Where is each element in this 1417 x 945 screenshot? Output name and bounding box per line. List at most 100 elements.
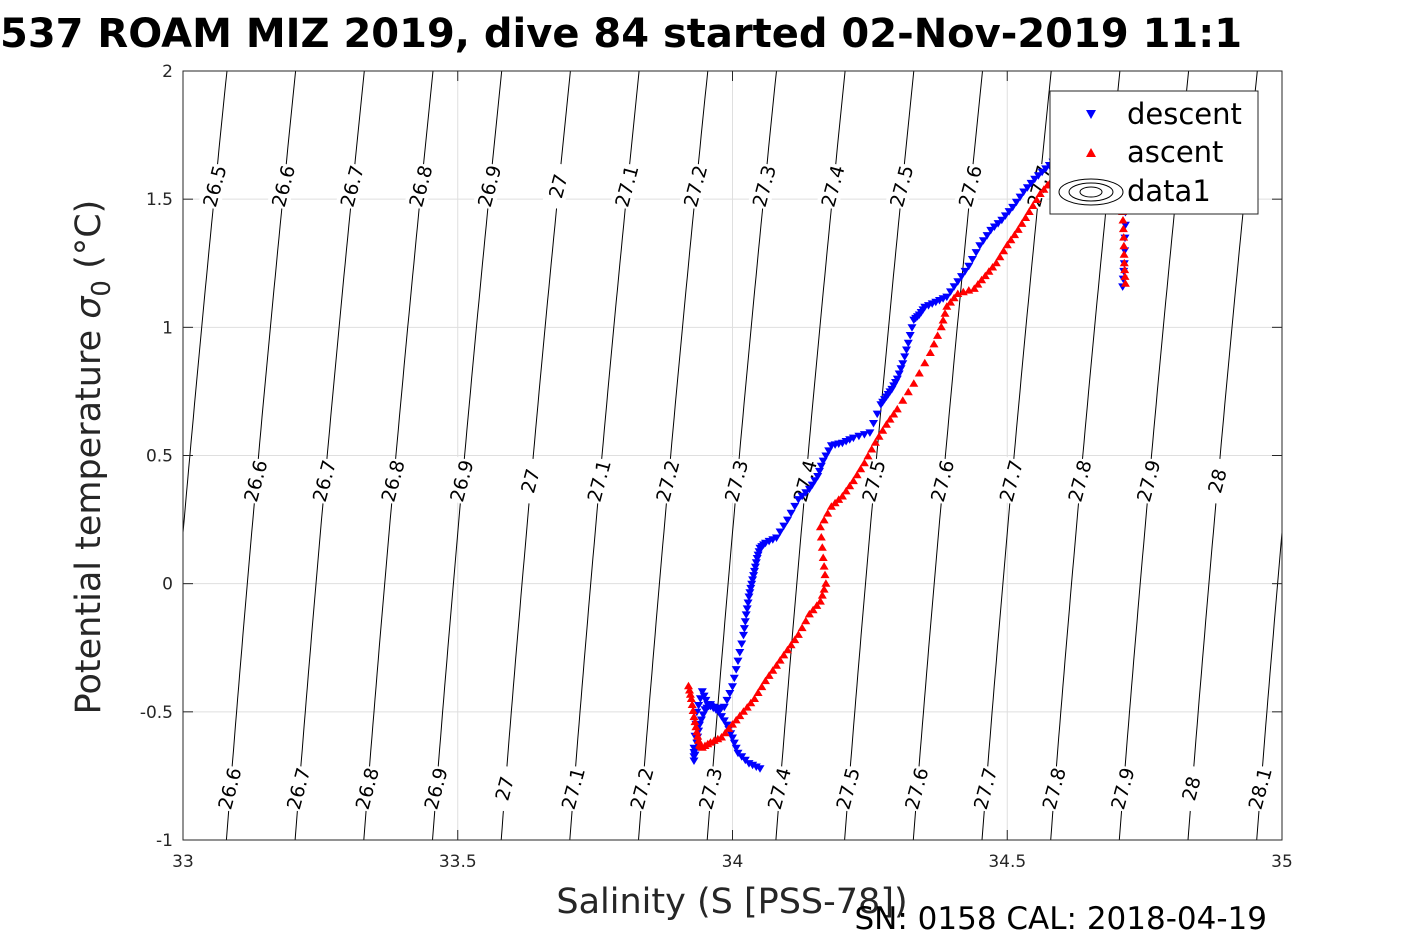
isopycnal-label: 26.9 bbox=[472, 161, 506, 211]
ascent-marker bbox=[1119, 258, 1129, 267]
descent-marker bbox=[946, 288, 955, 296]
descent-marker bbox=[731, 744, 741, 753]
ascent-marker bbox=[1118, 224, 1128, 233]
descent-marker bbox=[967, 256, 977, 264]
ascent-marker bbox=[991, 258, 1001, 267]
descent-marker bbox=[797, 492, 807, 501]
ascent-marker bbox=[812, 601, 822, 609]
descent-marker bbox=[689, 749, 699, 757]
legend-ascent-label: ascent bbox=[1127, 135, 1223, 169]
ascent-marker bbox=[903, 387, 913, 396]
ascent-marker bbox=[841, 486, 851, 495]
ascent-marker bbox=[973, 280, 983, 288]
ascent-marker bbox=[779, 650, 789, 659]
descent-marker bbox=[735, 649, 745, 657]
descent-marker bbox=[790, 502, 800, 511]
ascent-marker bbox=[984, 267, 994, 275]
ascent-marker bbox=[1006, 235, 1016, 244]
descent-marker bbox=[1000, 212, 1010, 220]
descent-series bbox=[689, 134, 1130, 773]
ascent-marker bbox=[898, 396, 908, 404]
y-tick-label: 1.5 bbox=[146, 190, 173, 210]
ascent-marker bbox=[914, 369, 924, 377]
isopycnal-label: 28 bbox=[1200, 456, 1234, 505]
isopycnal-label-bg bbox=[376, 456, 409, 505]
ascent-marker bbox=[856, 464, 866, 473]
descent-marker bbox=[993, 220, 1003, 228]
ascent-marker bbox=[848, 476, 858, 485]
descent-marker bbox=[779, 522, 789, 531]
descent-marker bbox=[986, 226, 996, 235]
y-tick-label: 2 bbox=[162, 62, 173, 82]
ascent-marker bbox=[1032, 195, 1042, 203]
y-axis-label-unit: (°C) bbox=[69, 200, 109, 280]
descent-marker bbox=[754, 548, 764, 556]
ascent-marker bbox=[859, 458, 869, 467]
descent-marker bbox=[731, 666, 741, 674]
descent-marker bbox=[749, 572, 759, 580]
descent-marker bbox=[942, 293, 952, 302]
ascent-marker bbox=[969, 284, 979, 292]
descent-marker bbox=[743, 599, 753, 607]
legend-descent-label: descent bbox=[1127, 97, 1242, 131]
ascent-marker bbox=[940, 309, 950, 317]
descent-marker bbox=[786, 509, 796, 518]
legend-ascent-marker bbox=[1086, 148, 1096, 157]
descent-marker bbox=[722, 696, 732, 705]
ascent-marker bbox=[878, 426, 888, 434]
isopycnal-label: 27 bbox=[513, 456, 547, 505]
legend: descent ascent data1 bbox=[1049, 90, 1259, 215]
y-axis-label-sigma: σ bbox=[69, 295, 109, 319]
ascent-marker bbox=[817, 543, 827, 551]
x-axis-label: Salinity (S [PSS-78]) bbox=[556, 882, 907, 922]
descent-marker bbox=[865, 429, 875, 437]
descent-marker bbox=[971, 249, 981, 257]
descent-marker bbox=[1120, 247, 1130, 255]
isopycnal-label-bg bbox=[350, 764, 384, 813]
legend-box bbox=[1049, 90, 1259, 215]
descent-marker bbox=[989, 223, 999, 231]
descent-marker bbox=[1019, 188, 1029, 196]
descent-marker bbox=[746, 584, 756, 593]
ascent-marker bbox=[691, 722, 701, 731]
ascent-marker bbox=[1028, 201, 1038, 209]
ascent-marker bbox=[819, 515, 829, 524]
descent-marker bbox=[751, 559, 761, 567]
x-tick-label: 33.5 bbox=[439, 852, 477, 872]
ascent-marker bbox=[739, 707, 748, 715]
ascent-marker bbox=[687, 700, 697, 708]
ascent-marker bbox=[1010, 230, 1020, 239]
descent-marker bbox=[700, 706, 710, 714]
ascent-marker bbox=[790, 635, 800, 644]
descent-marker bbox=[739, 631, 748, 640]
descent-marker bbox=[848, 434, 858, 443]
descent-marker bbox=[801, 489, 811, 497]
descent-marker bbox=[696, 716, 706, 724]
descent-marker bbox=[739, 625, 749, 633]
ascent-marker bbox=[909, 379, 919, 387]
ascent-marker bbox=[793, 630, 803, 638]
descent-marker bbox=[872, 410, 882, 419]
descent-marker bbox=[816, 462, 826, 471]
descent-marker bbox=[729, 674, 739, 683]
descent-marker bbox=[748, 576, 758, 584]
ascent-marker bbox=[808, 605, 818, 614]
ascent-marker bbox=[786, 640, 796, 649]
descent-marker bbox=[1026, 179, 1036, 188]
descent-marker bbox=[740, 618, 750, 626]
descent-marker bbox=[783, 516, 792, 525]
x-axis-ticks: 33 33.5 34 34.5 35 bbox=[172, 71, 1293, 872]
descent-marker bbox=[729, 739, 739, 748]
descent-marker bbox=[818, 457, 828, 466]
descent-marker bbox=[747, 580, 757, 589]
ascent-marker bbox=[995, 252, 1005, 261]
descent-marker bbox=[750, 563, 760, 572]
descent-marker bbox=[982, 232, 992, 240]
descent-marker bbox=[997, 216, 1007, 225]
ascent-marker bbox=[1017, 219, 1027, 227]
ascent-marker bbox=[742, 703, 752, 711]
y-tick-label: 0.5 bbox=[146, 447, 173, 467]
ascent-marker bbox=[720, 728, 730, 737]
x-tick-label: 34 bbox=[722, 852, 744, 872]
y-axis-label: Potential temperature σ0 (°C) bbox=[69, 200, 117, 715]
